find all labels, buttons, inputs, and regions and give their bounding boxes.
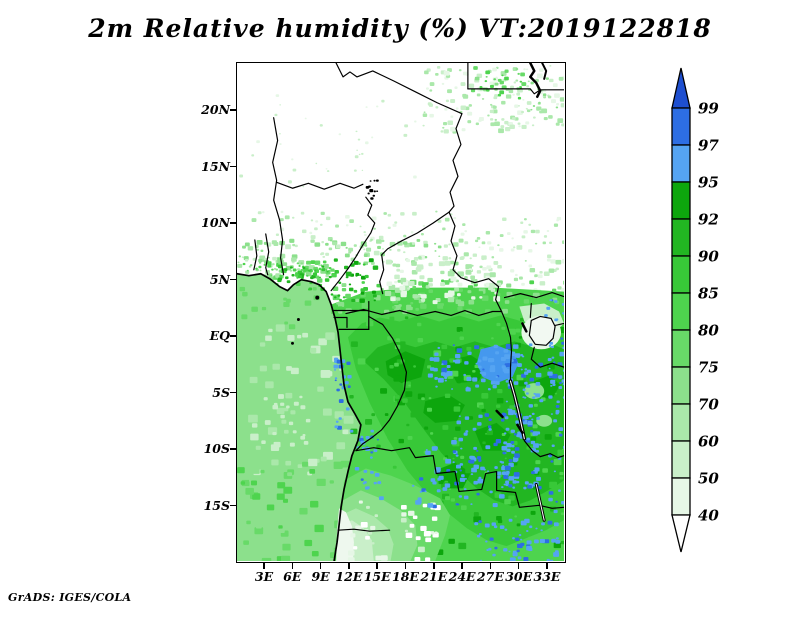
x-axis-tick <box>319 563 322 569</box>
y-axis-tick <box>230 109 236 111</box>
y-axis-label: 5S <box>212 384 230 400</box>
x-axis-tick <box>546 563 548 569</box>
colorbar-label: 60 <box>698 433 719 451</box>
colorbar-label: 85 <box>698 285 719 303</box>
x-axis-label: 24E <box>448 569 476 584</box>
y-axis-tick <box>230 165 236 168</box>
colorbar-label: 80 <box>698 322 719 340</box>
y-axis-tick <box>230 504 236 507</box>
x-axis-label: 21E <box>420 569 448 584</box>
x-axis-tick <box>291 563 294 569</box>
chart-title: 2m Relative humidity (%) VT:2019122818 <box>88 14 712 43</box>
colorbar-label: 50 <box>698 470 719 488</box>
x-axis-label: 18E <box>392 569 419 584</box>
x-axis-label: 6E <box>283 569 302 584</box>
y-axis-tick <box>230 391 236 394</box>
colorbar-canvas: 99 97 95 92 90 85 80 75 70 60 50 40 <box>671 67 719 553</box>
x-axis-tick <box>376 563 378 569</box>
x-axis-label: 27E <box>476 569 504 584</box>
colorbar-label: 99 <box>698 100 719 118</box>
y-axis-tick <box>230 448 236 450</box>
humidity-map <box>236 62 566 563</box>
x-axis-label: 33E <box>533 569 561 584</box>
y-axis-label: 15N <box>201 158 230 174</box>
y-axis-label: 10N <box>201 215 230 230</box>
x-axis-tick <box>263 563 265 569</box>
y-axis-label: 15S <box>203 497 230 513</box>
attribution-text: GrADS: IGES/COLA <box>8 591 132 604</box>
x-axis-tick <box>461 563 463 569</box>
map-canvas <box>237 63 564 561</box>
x-axis-tick <box>348 563 350 569</box>
colorbar: 99 97 95 92 90 85 80 75 70 60 50 40 <box>660 58 790 602</box>
y-axis-tick <box>230 335 236 337</box>
x-axis-tick <box>404 563 407 569</box>
x-axis-tick <box>489 563 492 569</box>
x-axis-tick <box>517 563 520 569</box>
y-axis-label: 20N <box>201 102 230 117</box>
colorbar-label: 97 <box>698 137 719 155</box>
x-axis-label: 12E <box>335 569 363 584</box>
x-axis-label: 3E <box>254 569 274 584</box>
colorbar-label: 92 <box>698 211 719 229</box>
colorbar-label: 70 <box>698 396 719 414</box>
colorbar-label: 40 <box>698 507 719 525</box>
colorbar-label: 90 <box>698 248 719 266</box>
y-axis-tick <box>230 278 236 281</box>
x-axis-tick <box>433 563 435 569</box>
y-axis-label: 10S <box>203 441 230 456</box>
y-axis-label: 5N <box>209 271 230 287</box>
colorbar-label: 75 <box>698 359 719 377</box>
x-axis-label: 9E <box>311 569 330 584</box>
x-axis-label: 15E <box>363 569 391 584</box>
y-axis-label: EQ <box>209 328 230 343</box>
colorbar-label: 95 <box>698 174 719 192</box>
x-axis-label: 30E <box>505 569 533 584</box>
y-axis-tick <box>230 222 236 224</box>
